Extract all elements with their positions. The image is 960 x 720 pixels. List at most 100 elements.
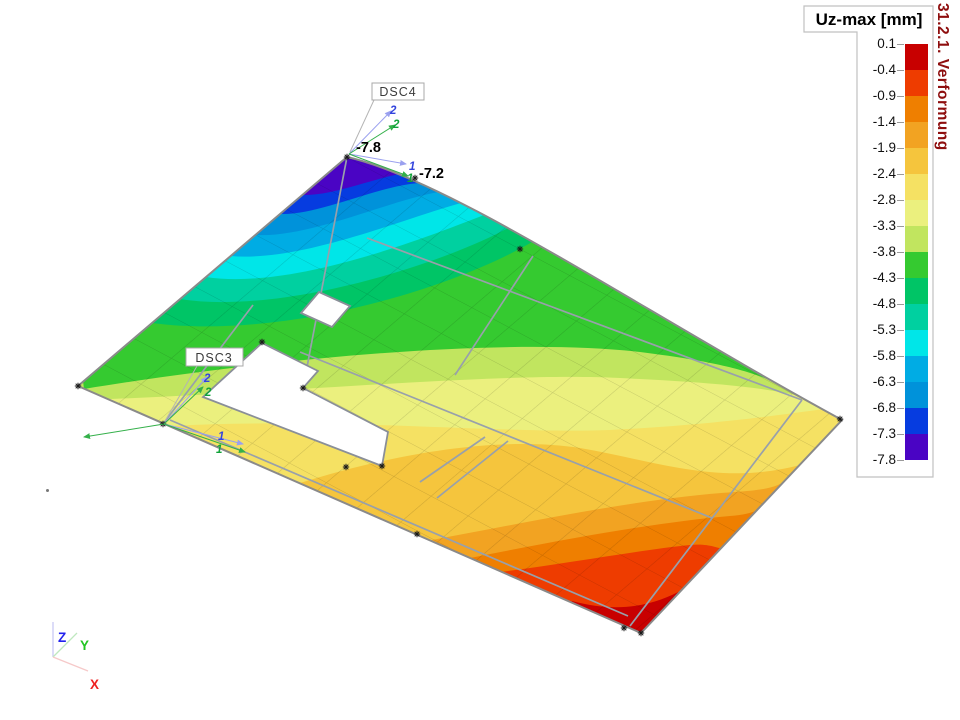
axis-arrow-icon xyxy=(348,124,396,155)
legend-tick-mark xyxy=(897,174,904,175)
axis-arrow-icon xyxy=(163,386,204,425)
legend-tick-label: -5.3 xyxy=(872,322,896,337)
legend-tick-label: -1.9 xyxy=(872,140,896,155)
legend-color-cell xyxy=(905,278,928,304)
axis-arrow-icon xyxy=(163,423,244,446)
legend-tick-mark xyxy=(897,252,904,253)
legend-color-cell xyxy=(905,330,928,356)
axis-arrow-icon xyxy=(83,423,165,439)
z-axis-label: Z xyxy=(58,630,66,645)
value-label-node: -7.2 xyxy=(419,166,444,182)
legend-tick-mark xyxy=(897,278,904,279)
axis-arrow-icon xyxy=(348,110,392,155)
node-marker-icon xyxy=(343,153,351,161)
slab-opening-small xyxy=(299,290,352,329)
dsc3-label: DSC3 xyxy=(195,351,232,365)
node-marker-icon xyxy=(836,415,844,423)
dsc4-axis1-blue: 1 xyxy=(409,161,415,173)
legend-tick-mark xyxy=(897,200,904,201)
coordinate-triad: Z Y X xyxy=(52,622,99,692)
x-axis-label: X xyxy=(90,677,99,692)
axis-arrow-icon xyxy=(348,153,409,177)
legend-color-cell xyxy=(905,96,928,122)
legend-color-cell xyxy=(905,434,928,460)
legend-color-cell xyxy=(905,174,928,200)
legend-tick-label: -4.3 xyxy=(872,270,896,285)
legend-tick-label: -3.3 xyxy=(872,218,896,233)
legend-color-cell xyxy=(905,226,928,252)
dsc4-axis2-blue: 2 xyxy=(389,105,397,117)
legend-color-cell xyxy=(905,304,928,330)
legend-color-cell xyxy=(905,356,928,382)
legend-tick-label: -3.8 xyxy=(872,244,896,259)
legend-tick-mark xyxy=(897,330,904,331)
legend-tick-label: -0.4 xyxy=(872,62,896,77)
wall-lines xyxy=(162,157,803,627)
legend-color-cell xyxy=(905,148,928,174)
dsc3-label-box[interactable]: DSC3 xyxy=(185,347,244,367)
node-marker-icon xyxy=(299,384,307,392)
axis-arrow-icon xyxy=(163,376,208,425)
legend-tick-mark xyxy=(897,408,904,409)
legend-tick-mark xyxy=(897,44,904,45)
legend-tick-label: -6.8 xyxy=(872,400,896,415)
node-marker-icon xyxy=(74,382,82,390)
legend-tick-mark xyxy=(897,96,904,97)
y-axis-line xyxy=(52,632,78,658)
legend-tick-label: -2.8 xyxy=(872,192,896,207)
dsc4-axis1-green: 1 xyxy=(407,173,413,185)
dsc4-label: DSC4 xyxy=(379,85,416,99)
legend-tick-label: -7.8 xyxy=(872,452,896,467)
stray-point-marker xyxy=(46,489,49,492)
node-marker-icon xyxy=(413,530,421,538)
dsc3-axis1-green: 1 xyxy=(216,444,222,456)
node-marker-icon xyxy=(342,463,350,471)
legend-tick-label: -1.4 xyxy=(872,114,896,129)
legend-color-cell xyxy=(905,408,928,434)
node-marker-icon xyxy=(516,245,524,253)
axis-arrow-icon xyxy=(348,153,407,166)
legend-tick-label: -6.3 xyxy=(872,374,896,389)
legend-color-cell xyxy=(905,382,928,408)
dsc4-axis2-green: 2 xyxy=(392,119,400,131)
legend-color-cell xyxy=(905,252,928,278)
legend-color-cell xyxy=(905,200,928,226)
node-marker-icon xyxy=(620,624,628,632)
legend-tick-mark xyxy=(897,122,904,123)
node-marker-icon xyxy=(378,462,386,470)
legend-tick-mark xyxy=(897,70,904,71)
dsc3-axis2-blue: 2 xyxy=(203,373,211,385)
legend-tick-mark xyxy=(897,304,904,305)
leader-lines xyxy=(164,99,375,422)
dsc3-axis1-blue: 1 xyxy=(218,431,224,443)
legend-color-cell xyxy=(905,44,928,70)
legend-tick-label: -4.8 xyxy=(872,296,896,311)
slab-outline xyxy=(76,155,844,635)
legend-tick-mark xyxy=(897,460,904,461)
dsc4-label-box[interactable]: DSC4 xyxy=(371,82,425,101)
legend-tick-mark xyxy=(897,356,904,357)
legend-panel xyxy=(803,5,934,478)
value-label-min: -7.8 xyxy=(356,140,381,156)
dsc3-axis2-green: 2 xyxy=(204,387,212,399)
node-marker-icon xyxy=(258,338,266,346)
legend-tick-label: -2.4 xyxy=(872,166,896,181)
legend-tick-mark xyxy=(897,434,904,435)
legend-color-cell xyxy=(905,122,928,148)
legend-title: Uz-max [mm] xyxy=(815,10,923,29)
legend-tick-label: -5.8 xyxy=(872,348,896,363)
axis-arrow-icon xyxy=(163,423,246,453)
section-title: 31.2.1. Verformung xyxy=(934,3,951,151)
legend-tick-mark xyxy=(897,148,904,149)
node-marker-icon xyxy=(637,629,645,637)
legend-color-cell xyxy=(905,70,928,96)
legend-tick-mark xyxy=(897,382,904,383)
legend-tick-label: -7.3 xyxy=(872,426,896,441)
legend-tick-label: 0.1 xyxy=(877,36,896,51)
local-axis-arrows xyxy=(83,110,409,453)
legend-tick-label: -0.9 xyxy=(872,88,896,103)
